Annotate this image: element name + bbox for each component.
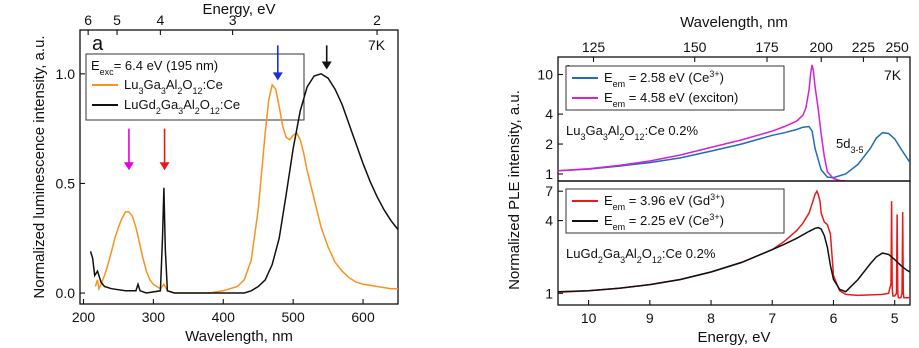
x-axis-label: Wavelength, nm xyxy=(185,328,293,345)
series-line xyxy=(558,226,910,293)
top-tick-label: 4 xyxy=(156,12,164,28)
legend-box xyxy=(565,65,785,111)
x-tick-label: 400 xyxy=(212,309,236,325)
top-tick-label: 3 xyxy=(229,12,237,28)
top-axis-label: Energy, eV xyxy=(202,1,275,18)
series-line xyxy=(558,125,910,179)
legend-label: LuGd2Ga3Al2O12:Ce xyxy=(124,97,240,116)
arrow-head xyxy=(321,61,332,70)
legend-box xyxy=(565,188,785,234)
top-tick-label: 6 xyxy=(84,12,92,28)
sample-label: Lu3Ga3Al2O12:Ce 0.2% xyxy=(566,123,698,142)
top-tick-label: 225 xyxy=(852,39,876,55)
top-axis-label: Wavelength, nm xyxy=(680,14,788,31)
temperature-label: 7K xyxy=(884,67,902,83)
x-axis-label: Energy, eV xyxy=(697,329,770,346)
panel-c-frame xyxy=(557,180,911,306)
y-tick-label: 2 xyxy=(545,136,553,152)
y-axis-label: Normalized luminescence intensity, a.u. xyxy=(31,35,48,298)
y-tick-label: 1 xyxy=(545,285,553,301)
y-tick-label: 7 xyxy=(545,183,553,199)
panel-label-a: a xyxy=(92,33,104,55)
x-tick-label: 8 xyxy=(707,310,715,326)
top-tick-label: 250 xyxy=(885,39,909,55)
x-tick-label: 5 xyxy=(891,310,899,326)
y-tick-label: 1.0 xyxy=(56,66,76,82)
legend-label: Eem = 2.25 eV (Ce3+) xyxy=(604,212,724,232)
sample-label: LuGd2Ga3Al2O12:Ce 0.2% xyxy=(566,246,716,265)
x-tick-label: 9 xyxy=(646,310,654,326)
top-tick-label: 2 xyxy=(373,12,381,28)
series-line xyxy=(89,72,399,294)
x-tick-label: 7 xyxy=(768,310,776,326)
arrow-head xyxy=(272,72,283,81)
y-tick-label: 4 xyxy=(545,213,553,229)
top-tick-label: 175 xyxy=(755,39,779,55)
y-tick-label: 4 xyxy=(545,106,553,122)
x-tick-label: 300 xyxy=(142,309,166,325)
y-tick-label: 0.5 xyxy=(56,175,76,191)
top-tick-label: 200 xyxy=(810,39,834,55)
y-axis-label: Normalized PLE intensity, a.u. xyxy=(506,90,523,290)
top-tick-label: 125 xyxy=(582,39,606,55)
excitation-label: Eexc= 6.4 eV (195 nm) xyxy=(91,58,218,77)
panel-a-frame xyxy=(79,29,399,305)
y-tick-label: 10 xyxy=(537,67,553,83)
panel-b-series xyxy=(558,64,910,181)
arrow-head xyxy=(159,162,170,171)
legend-label: Eem = 2.58 eV (Ce3+) xyxy=(604,69,724,89)
y-tick-label: 1 xyxy=(545,166,553,182)
x-tick-label: 10 xyxy=(581,310,597,326)
x-tick-label: 600 xyxy=(351,309,375,325)
series-line xyxy=(94,83,398,294)
y-tick-label: 0.0 xyxy=(56,285,76,301)
top-tick-label: 150 xyxy=(683,39,707,55)
temperature-label: 7K xyxy=(368,37,386,53)
x-tick-label: 200 xyxy=(72,309,96,325)
x-tick-label: 6 xyxy=(830,310,838,326)
panel-c-series xyxy=(558,189,910,299)
legend-label: Lu3Ga3Al2O12:Ce xyxy=(124,77,223,96)
series-line xyxy=(558,64,846,181)
x-tick-label: 500 xyxy=(281,309,305,325)
top-tick-label: 5 xyxy=(113,12,121,28)
legend-label: Eem = 3.96 eV (Gd3+) xyxy=(604,192,725,212)
band-annotation: 5d3-5 xyxy=(836,136,863,155)
legend-label: Eem = 4.58 eV (exciton) xyxy=(604,90,738,109)
arrow-head xyxy=(123,162,134,171)
